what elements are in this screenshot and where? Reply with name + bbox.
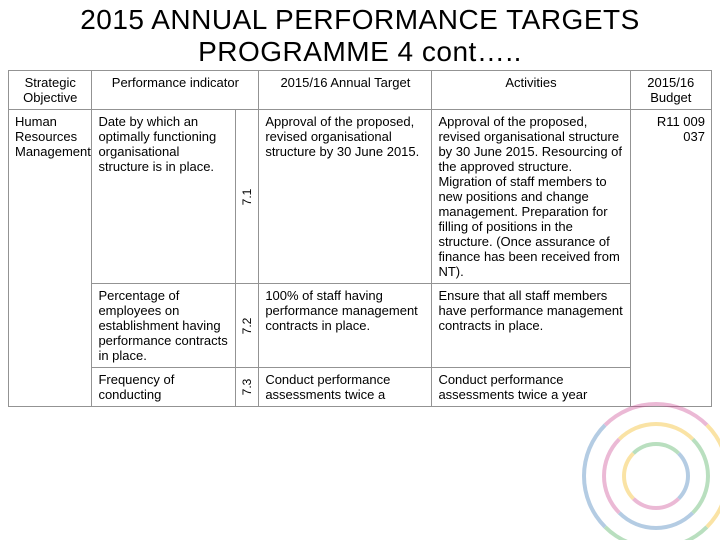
- table-row: Frequency of conducting 7.3 Conduct perf…: [9, 368, 712, 407]
- cell-budget: R11 009 037: [630, 110, 711, 407]
- col-header-strategic: Strategic Objective: [9, 71, 92, 110]
- row-number-label: 7.1: [240, 189, 254, 206]
- decorative-background: [580, 400, 720, 540]
- col-header-budget: 2015/16 Budget: [630, 71, 711, 110]
- row-number-label: 7.2: [240, 318, 254, 335]
- cell-activities: Approval of the proposed, revised organi…: [432, 110, 630, 284]
- row-number-label: 7.3: [240, 379, 254, 396]
- cell-activities: Conduct performance assessments twice a …: [432, 368, 630, 407]
- cell-row-number: 7.1: [236, 110, 259, 284]
- table-header-row: Strategic Objective Performance indicato…: [9, 71, 712, 110]
- col-header-target: 2015/16 Annual Target: [259, 71, 432, 110]
- cell-activities: Ensure that all staff members have perfo…: [432, 284, 630, 368]
- cell-annual-target: 100% of staff having performance managem…: [259, 284, 432, 368]
- cell-row-number: 7.3: [236, 368, 259, 407]
- table-container: Strategic Objective Performance indicato…: [0, 70, 720, 407]
- col-header-performance: Performance indicator: [92, 71, 259, 110]
- performance-table: Strategic Objective Performance indicato…: [8, 70, 712, 407]
- cell-perf-indicator: Date by which an optimally functioning o…: [92, 110, 236, 284]
- cell-strategic-objective: Human Resources Management: [9, 110, 92, 407]
- cell-perf-indicator: Percentage of employees on establishment…: [92, 284, 236, 368]
- slide-title: 2015 ANNUAL PERFORMANCE TARGETS PROGRAMM…: [0, 0, 720, 70]
- table-row: Percentage of employees on establishment…: [9, 284, 712, 368]
- cell-annual-target: Approval of the proposed, revised organi…: [259, 110, 432, 284]
- col-header-activities: Activities: [432, 71, 630, 110]
- cell-perf-indicator: Frequency of conducting: [92, 368, 236, 407]
- cell-annual-target: Conduct performance assessments twice a: [259, 368, 432, 407]
- cell-row-number: 7.2: [236, 284, 259, 368]
- table-row: Human Resources Management Date by which…: [9, 110, 712, 284]
